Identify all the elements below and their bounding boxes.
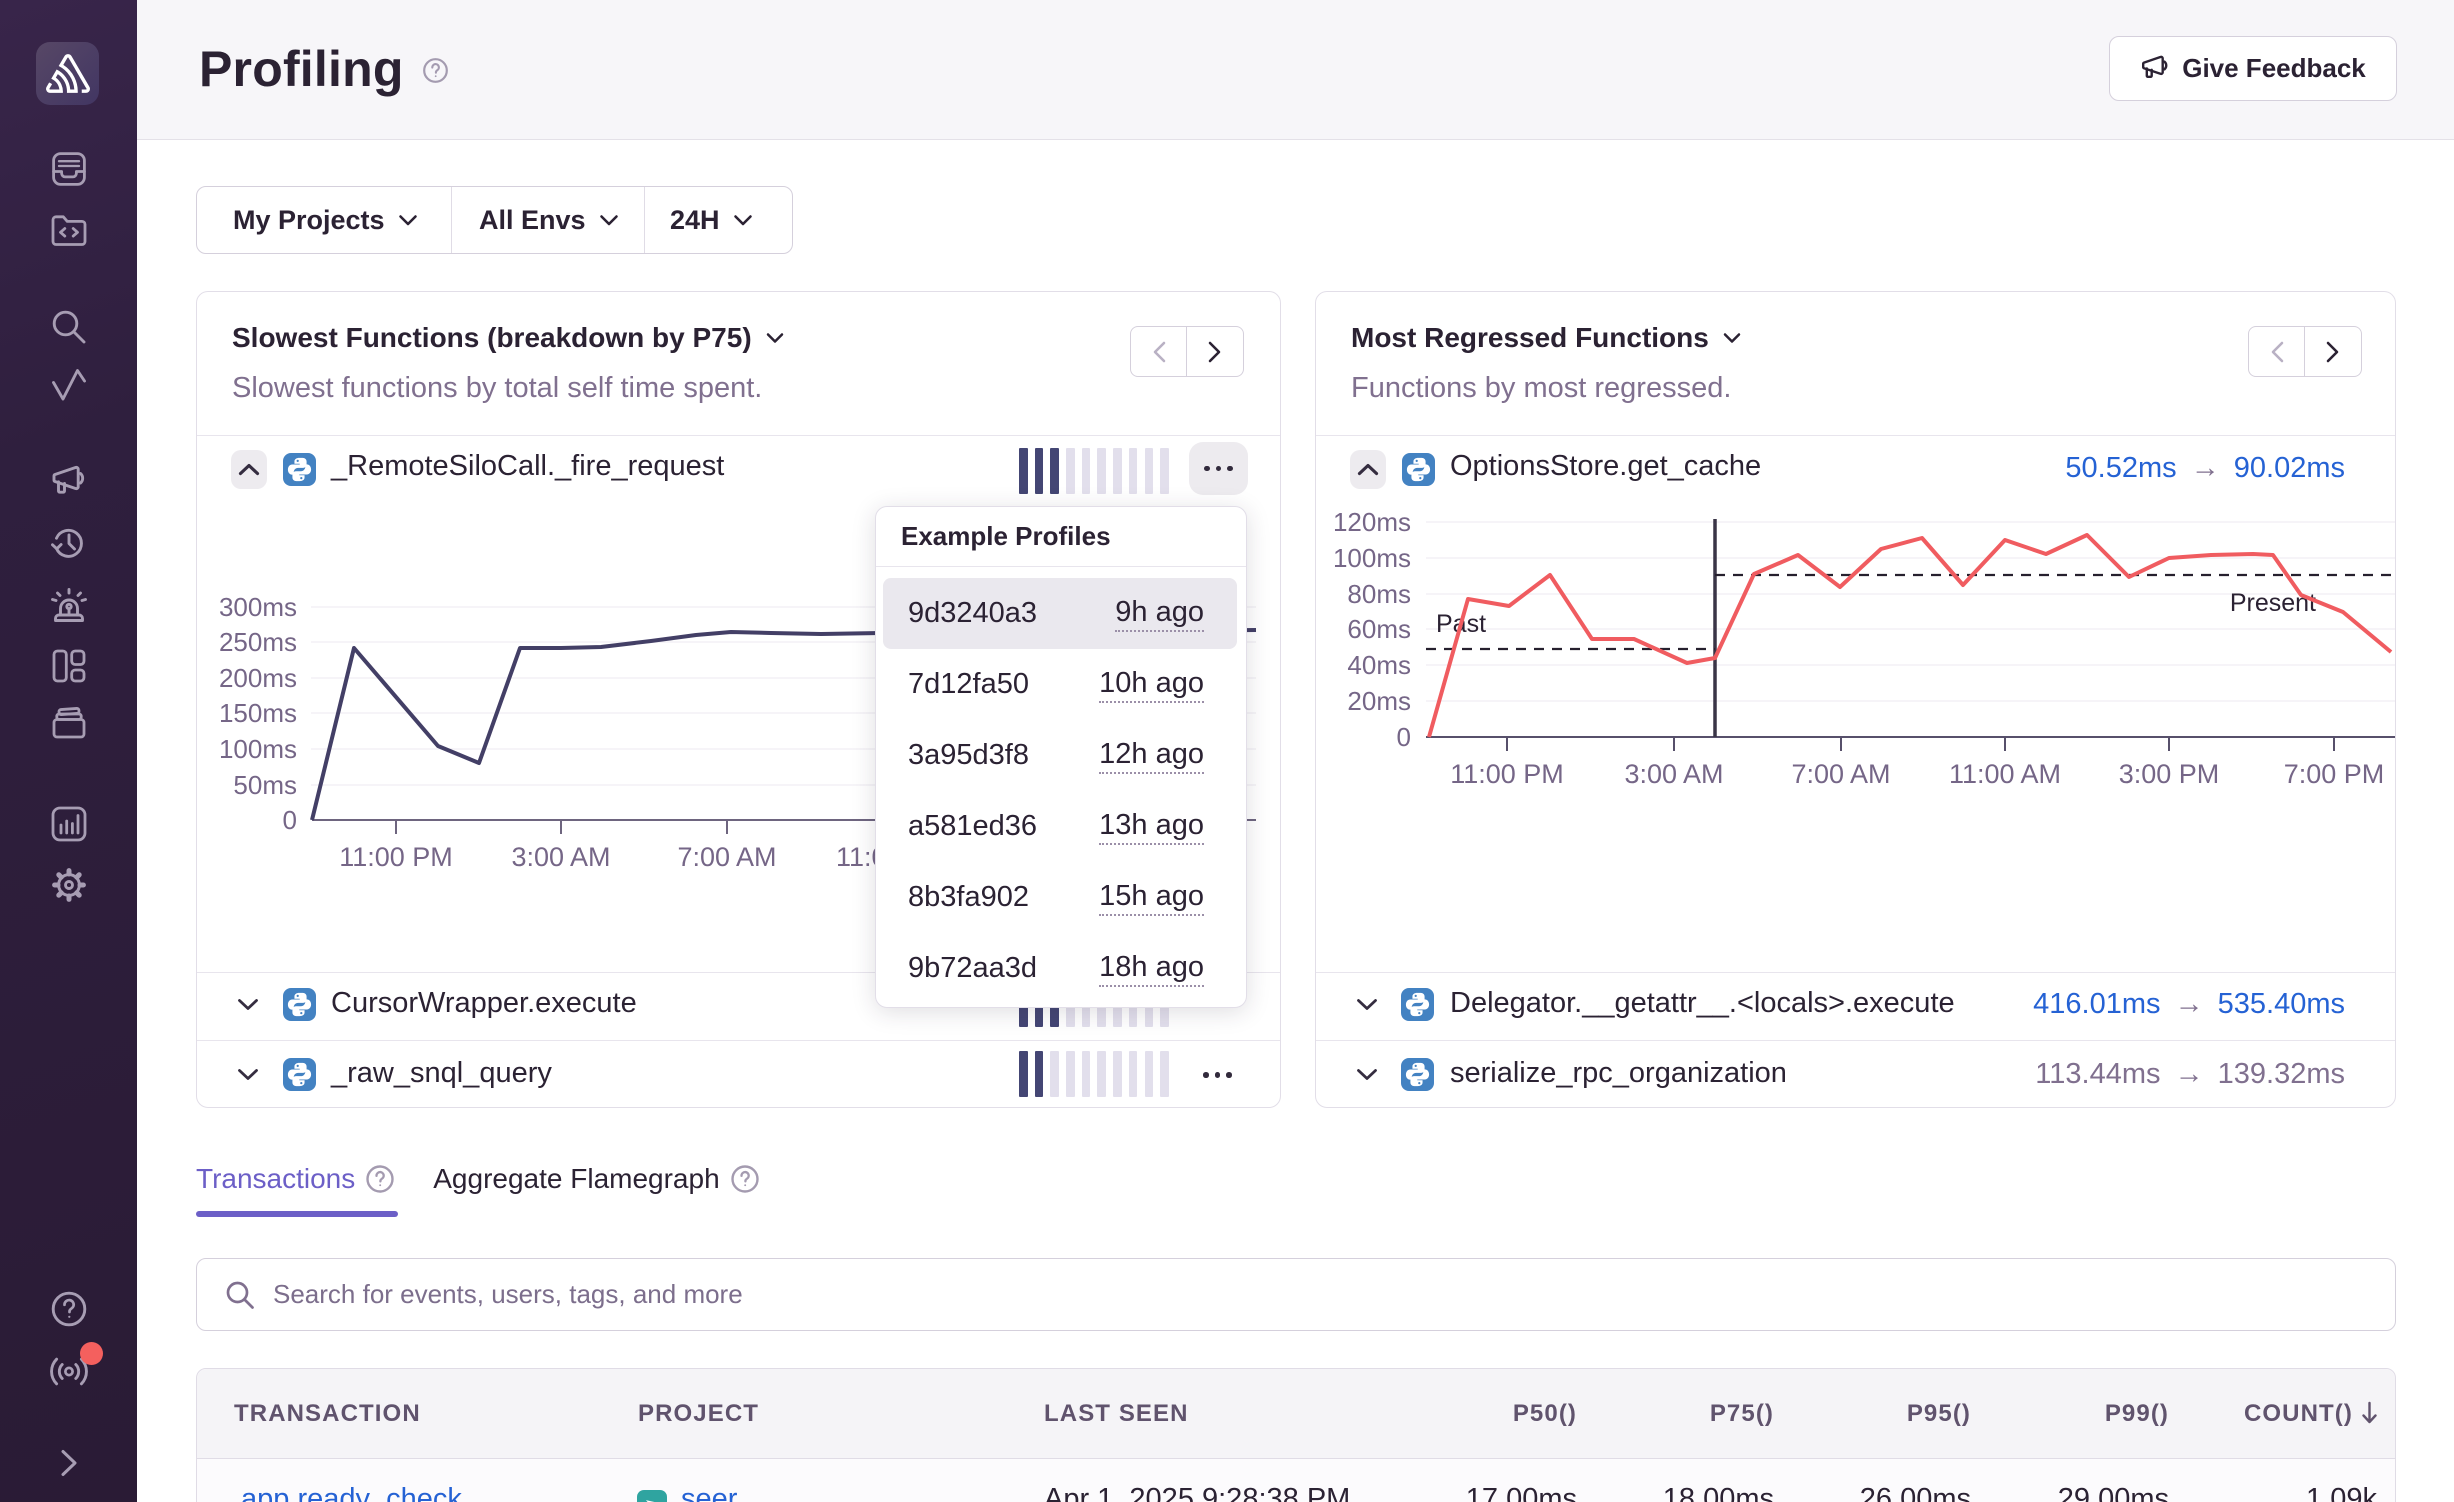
svg-text:7:00 AM: 7:00 AM	[677, 842, 776, 872]
svg-text:7:00 AM: 7:00 AM	[1791, 759, 1890, 789]
svg-text:80ms: 80ms	[1347, 579, 1411, 609]
svg-text:3:00 AM: 3:00 AM	[511, 842, 610, 872]
svg-text:300ms: 300ms	[219, 592, 297, 622]
svg-text:40ms: 40ms	[1347, 650, 1411, 680]
svg-text:3:00 PM: 3:00 PM	[2119, 759, 2220, 789]
svg-text:11:00 AM: 11:00 AM	[1949, 759, 2061, 789]
svg-text:20ms: 20ms	[1347, 686, 1411, 716]
svg-text:100ms: 100ms	[219, 734, 297, 764]
svg-text:11:00 PM: 11:00 PM	[1450, 759, 1564, 789]
svg-text:150ms: 150ms	[219, 698, 297, 728]
svg-text:100ms: 100ms	[1333, 543, 1411, 573]
svg-text:250ms: 250ms	[219, 627, 297, 657]
svg-text:120ms: 120ms	[1333, 507, 1411, 537]
svg-text:Present: Present	[2230, 589, 2316, 617]
svg-text:50ms: 50ms	[233, 770, 297, 800]
svg-text:3:00 AM: 3:00 AM	[1624, 759, 1723, 789]
svg-text:0: 0	[283, 805, 297, 835]
svg-text:60ms: 60ms	[1347, 614, 1411, 644]
svg-text:200ms: 200ms	[219, 663, 297, 693]
svg-text:11:00 PM: 11:00 PM	[339, 842, 453, 872]
svg-text:7:00 PM: 7:00 PM	[2284, 759, 2385, 789]
svg-text:0: 0	[1397, 722, 1411, 752]
